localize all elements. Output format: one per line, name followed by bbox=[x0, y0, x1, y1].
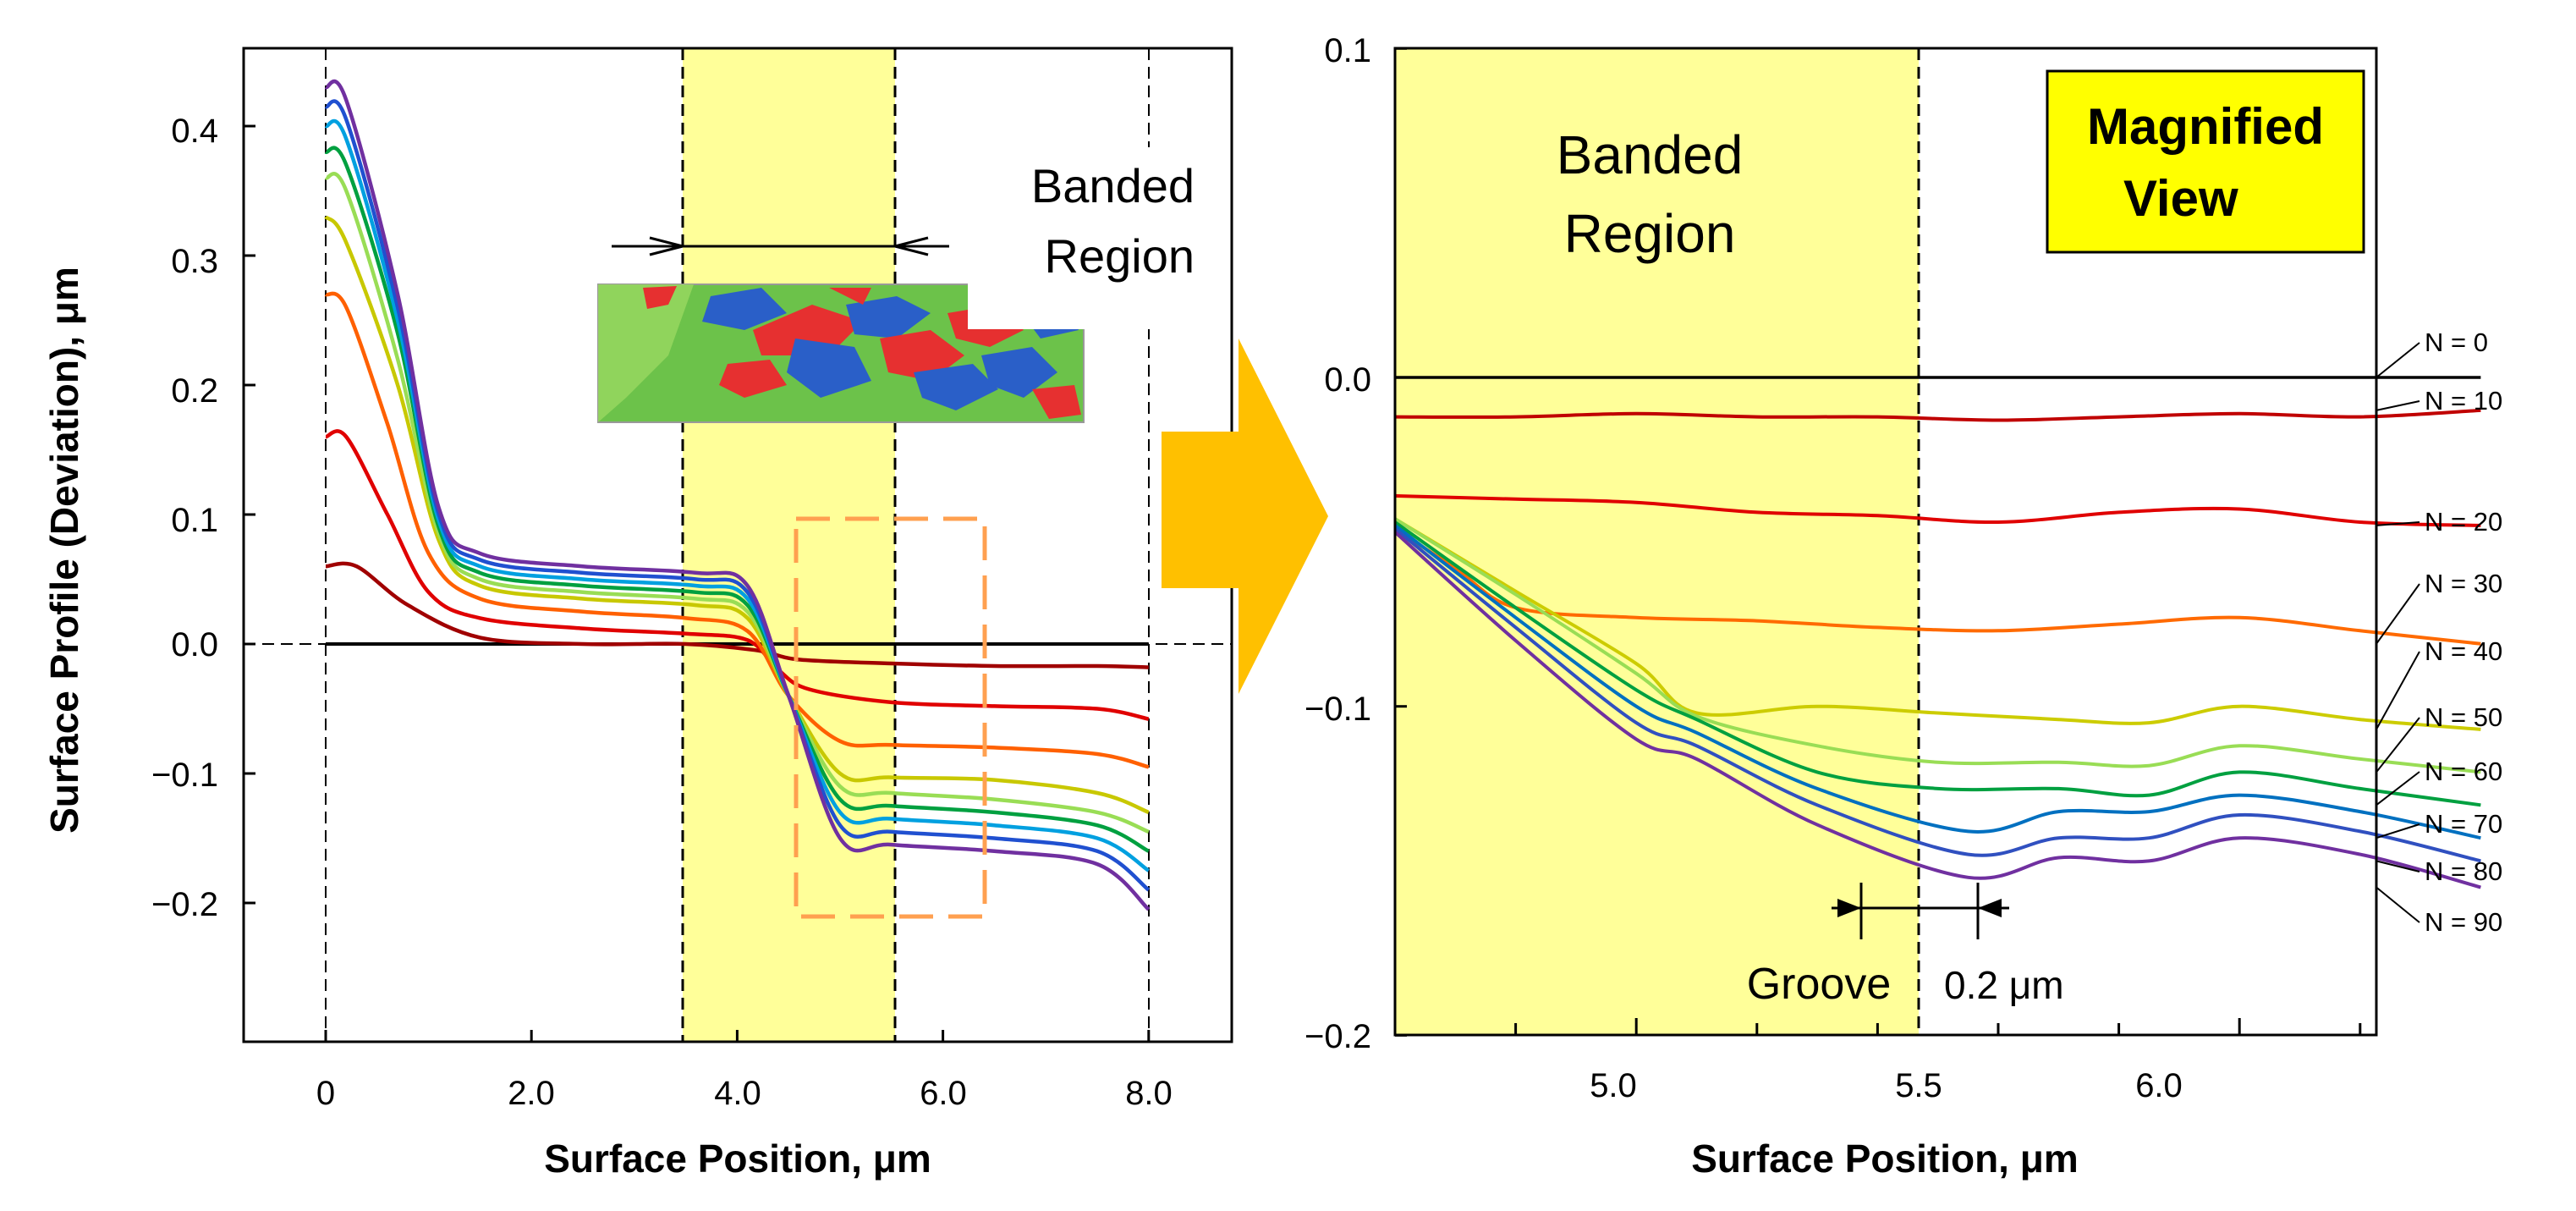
magnify-arrow bbox=[1162, 339, 1328, 694]
left-series-line-50 bbox=[324, 172, 1150, 834]
left-xtick-label: 8.0 bbox=[1125, 1075, 1173, 1112]
left-ytick-label: 0.3 bbox=[171, 243, 218, 280]
ebsd-inset-map bbox=[597, 283, 1085, 423]
right-ytick-label: −0.2 bbox=[1304, 1018, 1371, 1055]
magnified-view-line2: View bbox=[2123, 170, 2238, 227]
right-xtick-label: 5.5 bbox=[1895, 1067, 1942, 1104]
left-x-axis-label: Surface Position, μm bbox=[544, 1137, 931, 1181]
left-ticks bbox=[244, 124, 1151, 1042]
left-banded-region bbox=[683, 48, 895, 1042]
left-series-line-30 bbox=[324, 291, 1150, 769]
left-xtick-label: 4.0 bbox=[714, 1075, 761, 1112]
curve-label: N = 40 bbox=[2425, 636, 2502, 666]
curve-label-leader bbox=[2376, 342, 2420, 378]
right-x-axis-label: Surface Position, μm bbox=[1691, 1137, 2079, 1181]
left-series-line-10 bbox=[325, 561, 1149, 669]
curve-label-leader bbox=[2376, 823, 2420, 839]
curve-label-leader bbox=[2376, 583, 2420, 645]
curve-label: N = 30 bbox=[2425, 569, 2502, 598]
right-series-line-20 bbox=[1394, 493, 2481, 527]
right-series-line-50 bbox=[1393, 517, 2481, 774]
right-series-line-60 bbox=[1393, 520, 2481, 807]
scale-label: 0.2 μm bbox=[1944, 963, 2064, 1007]
curve-label-leader bbox=[2376, 717, 2420, 773]
curve-label: N = 70 bbox=[2425, 809, 2502, 839]
right-series-line-40 bbox=[1393, 517, 2481, 731]
curve-label-leader bbox=[2376, 521, 2420, 526]
left-banded-label-bg bbox=[968, 147, 1198, 329]
magnified-view-line1: Magnified bbox=[2087, 98, 2324, 155]
groove-scale-bar bbox=[1832, 883, 2009, 939]
curve-label: N = 0 bbox=[2425, 328, 2488, 357]
left-xtick-label: 2.0 bbox=[508, 1075, 555, 1112]
left-ytick-label: −0.2 bbox=[151, 886, 218, 923]
curve-label: N = 60 bbox=[2425, 757, 2502, 786]
curve-label-leader bbox=[2376, 771, 2420, 806]
right-panel: Banded Region Magnified View Groove 0.2 … bbox=[1304, 32, 2502, 1181]
curve-label-leader bbox=[2376, 886, 2420, 923]
magnified-view-box bbox=[2046, 69, 2365, 254]
right-curve-labels: N = 0 N = 10 N = 20 N = 30 N = 40 N = 50 N = 6… bbox=[2376, 328, 2502, 937]
curve-label: N = 10 bbox=[2425, 386, 2502, 416]
right-series-line-70 bbox=[1393, 524, 2481, 840]
left-curves bbox=[323, 79, 1151, 911]
right-ytick-label: 0.1 bbox=[1324, 32, 1371, 69]
right-ytick-label: 0.0 bbox=[1324, 361, 1371, 399]
left-ytick-label: 0.4 bbox=[171, 113, 218, 150]
left-banded-label-line2: Region bbox=[1045, 229, 1195, 283]
right-ytick-label: −0.1 bbox=[1304, 691, 1371, 728]
left-series-line-80 bbox=[324, 99, 1151, 892]
curve-label: N = 80 bbox=[2425, 856, 2502, 886]
left-ytick-label: 0.2 bbox=[171, 372, 218, 410]
curve-label: N = 20 bbox=[2425, 507, 2502, 537]
left-series-line-40 bbox=[324, 215, 1150, 815]
left-y-axis-label: Surface Profile (Deviation), μm bbox=[42, 267, 86, 834]
right-banded-label-line1: Banded bbox=[1557, 124, 1744, 185]
right-banded-region bbox=[1395, 48, 1919, 1035]
left-banded-label-line1: Banded bbox=[1031, 159, 1195, 212]
left-ytick-label: −0.1 bbox=[151, 757, 218, 794]
right-plot-frame bbox=[1393, 47, 2378, 1037]
curve-label: N = 90 bbox=[2425, 907, 2502, 937]
left-series-line-70 bbox=[324, 118, 1151, 872]
left-band-width-arrows bbox=[612, 236, 949, 256]
right-banded-label-line2: Region bbox=[1564, 203, 1736, 264]
curve-label-leader bbox=[2376, 400, 2420, 411]
left-panel: Banded Region 0.4 0.3 0.2 0.1 0.0 −0.1 −… bbox=[42, 47, 1233, 1181]
right-series-line-10 bbox=[1394, 408, 2481, 422]
right-xtick-label: 6.0 bbox=[2135, 1067, 2183, 1104]
right-xtick-label: 5.0 bbox=[1590, 1067, 1637, 1104]
right-ticks bbox=[1395, 47, 2362, 1037]
groove-label: Groove bbox=[1747, 960, 1892, 1009]
left-ytick-label: 0.1 bbox=[171, 502, 218, 539]
right-series-line-90 bbox=[1393, 531, 2481, 889]
left-series-line-60 bbox=[324, 146, 1150, 853]
right-curves bbox=[1393, 376, 2481, 889]
right-series-line-80 bbox=[1393, 527, 2481, 863]
curve-label-leader bbox=[2376, 860, 2420, 872]
left-series-line-90 bbox=[323, 79, 1151, 911]
left-xtick-label: 0 bbox=[316, 1075, 335, 1112]
curve-label-leader bbox=[2376, 651, 2420, 730]
left-xtick-label: 6.0 bbox=[920, 1075, 967, 1112]
curve-label: N = 50 bbox=[2425, 702, 2502, 732]
left-ytick-label: 0.0 bbox=[171, 626, 218, 663]
